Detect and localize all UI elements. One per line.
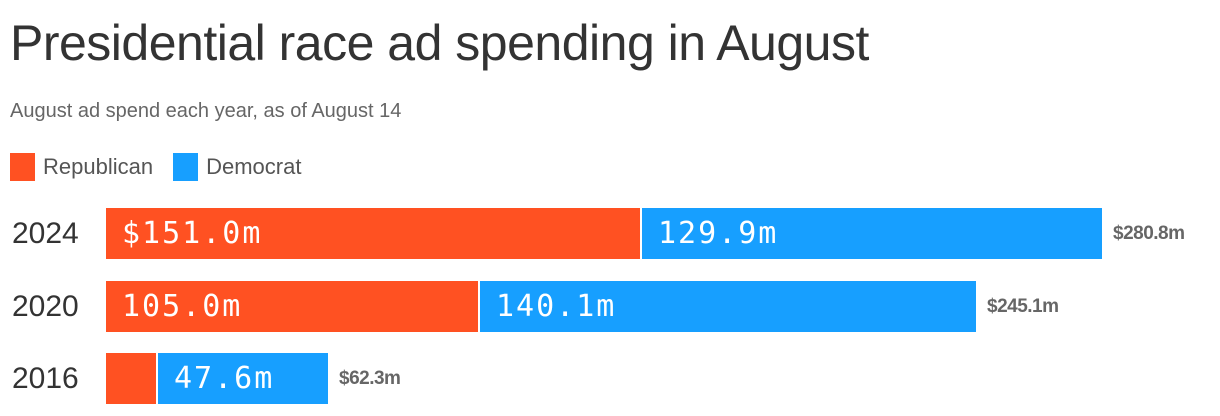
chart-subtitle: August ad spend each year, as of August …	[10, 100, 402, 122]
democrat-swatch-icon	[173, 153, 199, 181]
legend-label: Democrat	[206, 154, 302, 179]
legend-item-republican: Republican	[10, 153, 153, 181]
total-label: $245.1m	[987, 296, 1059, 317]
republican-swatch-icon	[10, 153, 35, 181]
bar-value: 105.0m	[122, 289, 243, 324]
legend-item-democrat: Democrat	[173, 153, 301, 181]
bar-row-2020: 2020 105.0m 140.1m $245.1m	[0, 281, 1220, 332]
legend: Republican Democrat	[10, 153, 321, 181]
total-label: $62.3m	[339, 368, 401, 389]
bar-value: 129.9m	[658, 216, 779, 251]
democrat-bar: 47.6m	[158, 353, 328, 404]
year-label: 2020	[12, 290, 79, 323]
democrat-bar: 129.9m	[642, 208, 1102, 259]
legend-label: Republican	[43, 154, 154, 179]
total-label: $280.8m	[1113, 223, 1185, 244]
bar-row-2016: 2016 47.6m $62.3m	[0, 353, 1220, 404]
democrat-bar: 140.1m	[480, 281, 976, 332]
republican-bar: $151.0m	[106, 208, 640, 259]
year-label: 2024	[12, 217, 79, 250]
bar-value: $151.0m	[122, 216, 263, 251]
chart-title: Presidential race ad spending in August	[10, 15, 869, 71]
year-label: 2016	[12, 362, 79, 395]
bar-value: 47.6m	[174, 361, 275, 396]
republican-bar	[106, 353, 156, 404]
bar-row-2024: 2024 $151.0m 129.9m $280.8m	[0, 208, 1220, 259]
republican-bar: 105.0m	[106, 281, 478, 332]
bar-value: 140.1m	[496, 289, 617, 324]
